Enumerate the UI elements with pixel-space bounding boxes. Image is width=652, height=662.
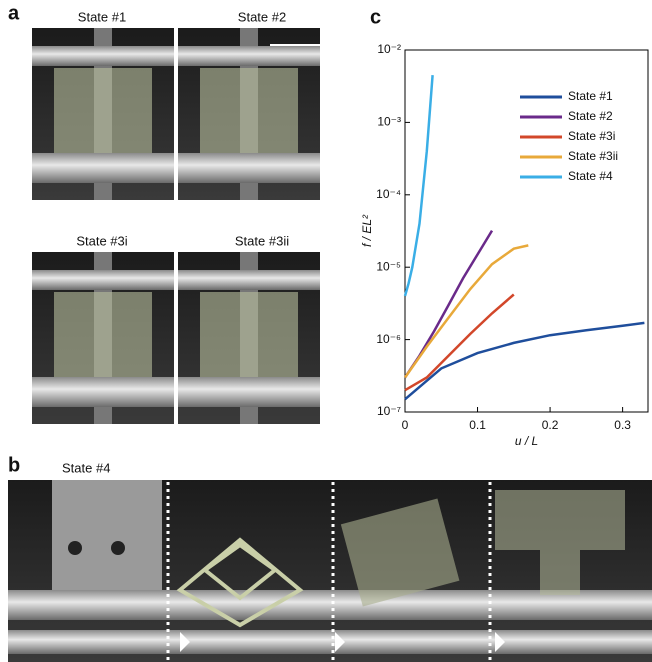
y-tick-label: 10⁻⁷ <box>377 404 401 418</box>
y-axis-label: f / EL² <box>360 214 374 247</box>
photo-caption: State #3ii <box>235 233 289 248</box>
legend-label: State #3i <box>568 129 615 143</box>
x-tick-label: 0.2 <box>542 418 559 432</box>
plate <box>32 377 174 407</box>
plate <box>32 153 174 183</box>
series-line <box>405 75 433 296</box>
legend-label: State #2 <box>568 109 613 123</box>
series-line <box>405 295 514 391</box>
x-tick-label: 0.3 <box>614 418 631 432</box>
piston <box>52 480 162 590</box>
plate <box>178 377 320 407</box>
structure <box>200 292 298 377</box>
series-line <box>405 323 644 399</box>
chart: c 10⁻⁷ 10⁻⁶ 10⁻⁵ 10⁻⁴ 10⁻³ 10⁻² 0 0.1 0.2 0.3 u / L… <box>360 6 648 448</box>
plate <box>8 630 652 654</box>
photo-caption: State #1 <box>78 9 126 24</box>
x-tick-label: 0 <box>402 418 409 432</box>
photo-strip <box>8 480 652 662</box>
plate <box>178 270 320 290</box>
structure <box>54 68 152 153</box>
figure: a b State #1 State #2 State #3i State #3… <box>0 0 652 662</box>
structure <box>495 490 625 550</box>
legend-label: State #4 <box>568 169 613 183</box>
y-tick-label: 10⁻⁶ <box>376 332 401 346</box>
structure <box>54 292 152 377</box>
photos <box>32 28 330 424</box>
plate <box>178 46 320 66</box>
plate <box>32 270 174 290</box>
y-tick-label: 10⁻² <box>377 42 401 56</box>
x-tick-label: 0.1 <box>469 418 486 432</box>
plot-frame <box>405 50 648 412</box>
structure <box>540 550 580 595</box>
x-axis-label: u / L <box>515 434 538 448</box>
legend-label: State #3ii <box>568 149 618 163</box>
y-tick-label: 10⁻⁵ <box>376 259 401 273</box>
legend-label: State #1 <box>568 89 613 103</box>
plate <box>32 46 174 66</box>
photo-caption: State #3i <box>76 233 127 248</box>
panel-label: b <box>8 454 20 476</box>
hole <box>111 541 125 555</box>
structure <box>200 68 298 153</box>
y-tick-label: 10⁻⁴ <box>376 187 401 201</box>
photo-caption: State #2 <box>238 9 286 24</box>
panel-label: a <box>8 2 20 24</box>
y-tick-label: 10⁻³ <box>377 115 401 129</box>
panel-label: c <box>370 6 381 28</box>
photo-caption: State #4 <box>62 460 110 475</box>
hole <box>68 541 82 555</box>
page: {"panels": { "a": {"label": "a", "captio… <box>0 0 652 662</box>
plate <box>178 153 320 183</box>
